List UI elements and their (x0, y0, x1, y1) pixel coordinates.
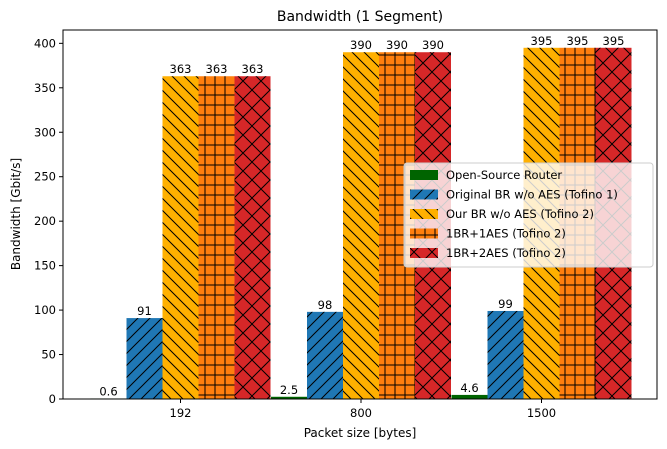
legend-swatch-hatch-2 (410, 209, 438, 219)
legend-box (403, 162, 654, 268)
y-tick-label-3: 150 (34, 259, 56, 273)
x-tick-label-2: 1500 (527, 406, 556, 420)
bar-hatch-s1-c0 (126, 318, 163, 399)
bar-value-labels: 0.6 2.5 4.6 91 98 99 363 390 395 363 390 395 363 390 3… (99, 34, 624, 399)
y-axis: 0 50 100 150 200 250 300 350 400 (34, 36, 63, 406)
y-tick-label-1: 50 (41, 348, 56, 362)
legend-label-2: Our BR w/o AES (Tofino 2) (446, 207, 594, 221)
bar-label-s0-c0: 0.6 (99, 384, 117, 398)
legend-label-4: 1BR+2AES (Tofino 2) (446, 246, 566, 260)
bar-hatch-s4-c0 (234, 76, 271, 399)
legend-swatch-0 (410, 170, 438, 180)
bar-label-s3-c1: 390 (386, 38, 408, 52)
bar-hatch-s1-c2 (487, 310, 524, 399)
bar-label-s1-c1: 98 (318, 298, 333, 312)
bar-label-s0-c1: 2.5 (280, 383, 298, 397)
y-tick-label-4: 200 (34, 214, 56, 228)
legend-swatch-hatch-3 (410, 228, 438, 239)
x-axis: 192 800 1500 (170, 399, 556, 420)
legend: Open-Source Router Original BR w/o AES (T… (403, 162, 654, 268)
y-tick-label-5: 250 (34, 170, 56, 184)
y-tick-label-0: 0 (49, 392, 56, 406)
bar-hatch-s3-c0 (198, 76, 235, 399)
y-tick-label-2: 100 (34, 303, 56, 317)
plot-frame (62, 29, 658, 400)
x-tick-label-1: 800 (350, 406, 372, 420)
chart-title: Bandwidth (1 Segment) (277, 9, 443, 25)
bar-s0-c1 (271, 396, 307, 399)
bar-label-s3-c2: 395 (567, 34, 589, 48)
bar-hatch-s1-c1 (307, 311, 343, 399)
bar-s0-c2 (451, 394, 488, 399)
bar-label-s1-c2: 99 (498, 297, 513, 311)
bar-label-s3-c0: 363 (206, 62, 228, 76)
bar-label-s2-c2: 395 (531, 34, 553, 48)
bar-label-s1-c0: 91 (137, 304, 152, 318)
legend-label-3: 1BR+1AES (Tofino 2) (446, 227, 566, 241)
bar-label-s2-c0: 363 (170, 62, 192, 76)
bar-hatch-s2-c0 (162, 76, 199, 399)
y-tick-label-6: 300 (34, 125, 56, 139)
bar-label-s4-c2: 395 (603, 34, 625, 48)
y-axis-label: Bandwidth [Gbit/s] (9, 158, 23, 270)
bar-label-s2-c1: 390 (350, 38, 372, 52)
y-tick-label-7: 350 (34, 81, 56, 95)
x-tick-label-0: 192 (170, 406, 192, 420)
legend-label-0: Open-Source Router (446, 168, 562, 182)
bar-label-s4-c1: 390 (422, 38, 444, 52)
bar-label-s0-c2: 4.6 (460, 381, 478, 395)
bar-hatch-s2-c1 (343, 52, 379, 400)
legend-swatch-hatch-4 (410, 248, 438, 258)
y-tick-label-8: 400 (34, 36, 56, 50)
legend-label-1: Original BR w/o AES (Tofino 1) (446, 188, 618, 202)
x-axis-label: Packet size [bytes] (304, 426, 417, 440)
legend-swatch-hatch-1 (410, 189, 438, 200)
bar-label-s4-c0: 363 (242, 62, 264, 76)
